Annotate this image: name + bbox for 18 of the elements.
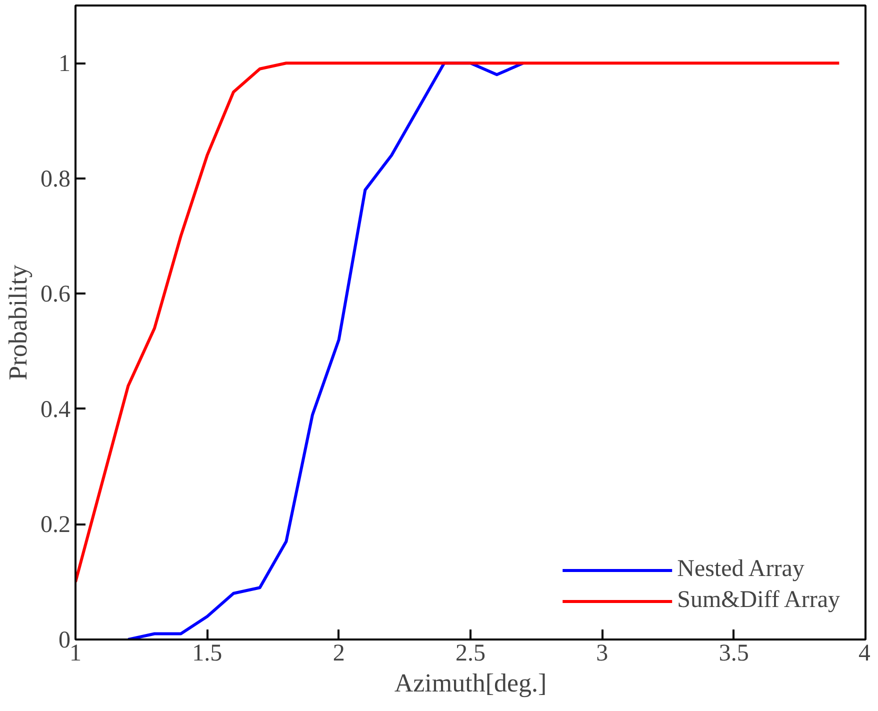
line-series (126, 62, 525, 640)
x-tick-label: 3.5 (718, 640, 749, 666)
x-tick-label: 3 (596, 640, 608, 666)
y-tick-label: 1 (58, 51, 70, 78)
y-tick-label: 0.2 (40, 512, 70, 538)
x-tick-label: 4 (858, 640, 870, 666)
y-tick-label: 0.4 (40, 396, 70, 423)
x-tick-label: 2 (332, 640, 345, 666)
x-tick-label: 2.5 (456, 640, 486, 666)
legend-label: Nested Array (677, 556, 804, 583)
line-series (76, 62, 841, 584)
y-axis-title: Probability (4, 264, 32, 380)
legend-label: Sum&Diff Array (677, 587, 840, 614)
x-axis-title: Azimuth[deg.] (394, 668, 547, 698)
y-tick-label: 0.6 (40, 282, 70, 308)
y-tick-label: 0 (58, 628, 70, 654)
y-tick-label: 0.8 (40, 166, 70, 192)
x-tick-label: 1.5 (192, 640, 222, 666)
